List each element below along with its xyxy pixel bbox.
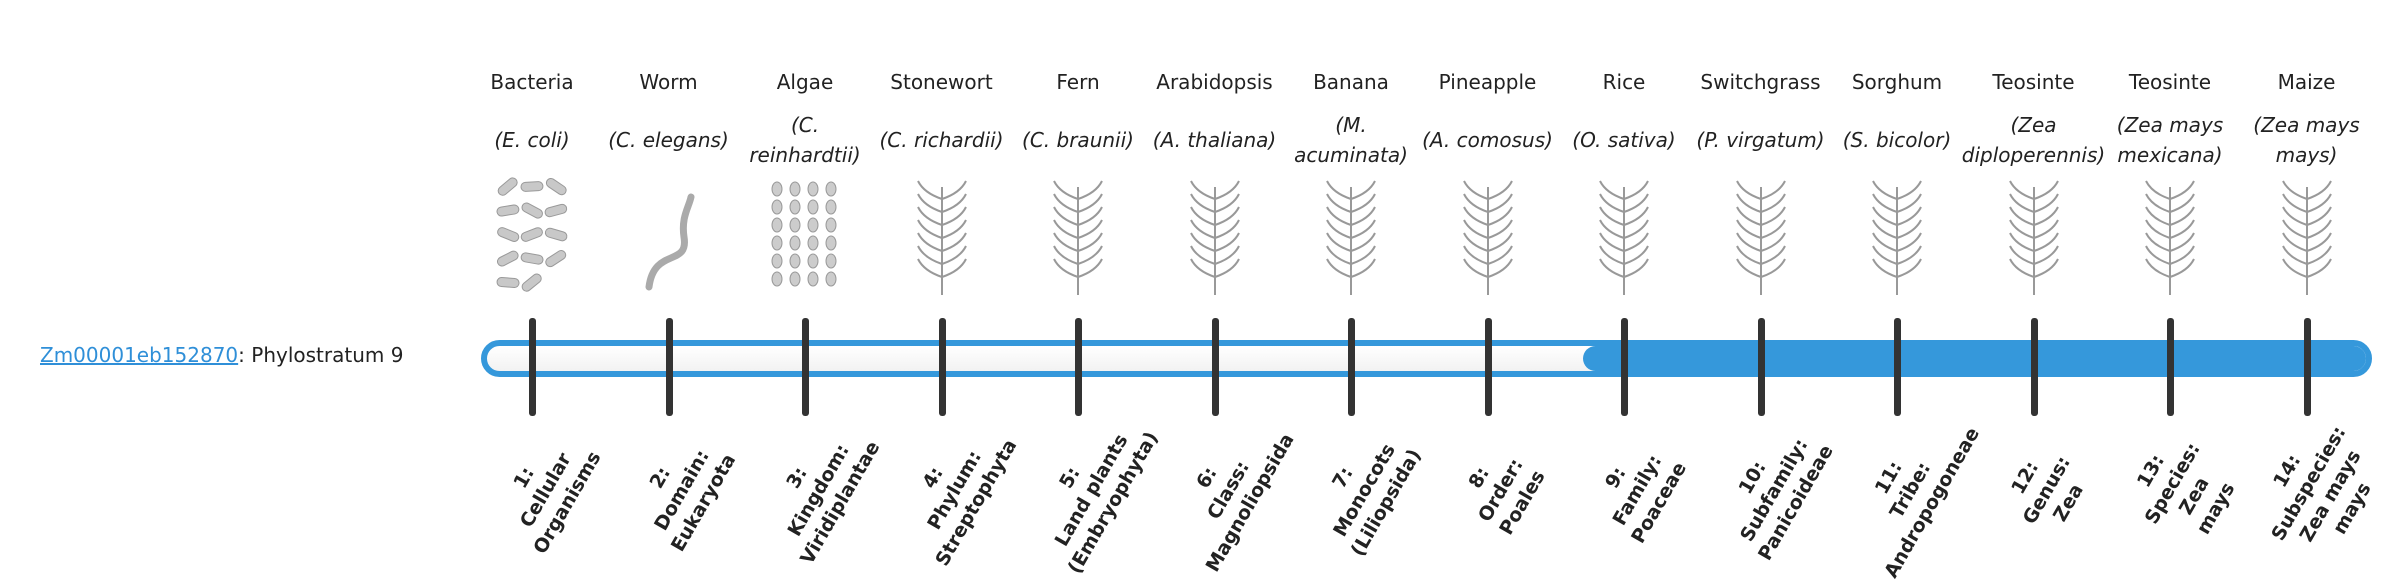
phylostratum-label: 14: Subspecies: Zea mays mays bbox=[2236, 430, 2400, 550]
phylostratum-bar bbox=[481, 340, 2372, 377]
organism-species: (S. bicolor) bbox=[1829, 108, 1965, 172]
arabidopsis-icon bbox=[1175, 177, 1255, 297]
sorghum-icon bbox=[1857, 177, 1937, 297]
maize-icon bbox=[2267, 177, 2347, 297]
organism-species: (C. braunii) bbox=[1010, 108, 1146, 172]
organism-common-name: Stonewort bbox=[864, 68, 1020, 96]
organism-common-name: Sorghum bbox=[1819, 68, 1975, 96]
teosinte-icon bbox=[2130, 177, 2210, 297]
organism-species: (A. thaliana) bbox=[1147, 108, 1283, 172]
organism-common-name: Arabidopsis bbox=[1137, 68, 1293, 96]
organism-species: (A. comosus) bbox=[1420, 108, 1556, 172]
organism-common-name: Algae bbox=[727, 68, 883, 96]
species-name: (M. acuminata) bbox=[1283, 110, 1419, 170]
species-name: (A. thaliana) bbox=[1153, 125, 1276, 155]
phylostratum-tick bbox=[1621, 318, 1628, 416]
phylostratum-label-text: 4: Phylum: Streptophyta bbox=[887, 410, 1023, 571]
rice-icon bbox=[1584, 177, 1664, 297]
species-name: (Zea mays mexicana) bbox=[2102, 110, 2238, 170]
organism-common-name: Fern bbox=[1000, 68, 1156, 96]
phylostratum-label-text: 14: Subspecies: Zea mays mays bbox=[2245, 409, 2396, 570]
phylostratum-label-text: 9: Family: Poaceae bbox=[1583, 432, 1693, 547]
phylostratum-tick bbox=[1758, 318, 1765, 416]
banana-icon bbox=[1311, 177, 1391, 297]
species-name: (C. elegans) bbox=[608, 125, 729, 155]
phylostratum-label-text: 12: Genus: Zea bbox=[1996, 439, 2098, 541]
stonewort-icon bbox=[902, 177, 982, 297]
gene-link[interactable]: Zm00001eb152870 bbox=[40, 343, 238, 367]
phylostratum-text: : Phylostratum 9 bbox=[238, 343, 403, 367]
species-name: (O. sativa) bbox=[1572, 125, 1675, 155]
species-name: (E. coli) bbox=[494, 125, 569, 155]
phylostratum-tick bbox=[2304, 318, 2311, 416]
organism-species: (C. reinhardtii) bbox=[737, 108, 873, 172]
phylostratum-label-text: 13: Species: Zea mays bbox=[2118, 426, 2249, 554]
phylostratum-label-text: 6: Class: Magnoliopsida bbox=[1157, 404, 1300, 576]
bacteria-icon bbox=[492, 177, 572, 297]
phylostratum-tick bbox=[1894, 318, 1901, 416]
phylostratum-label-text: 7: Monocots (Liliopsida) bbox=[1303, 419, 1428, 560]
pineapple-icon bbox=[1448, 177, 1528, 297]
species-name: (Zea diploperennis) bbox=[1962, 110, 2105, 170]
organism-species: (P. virgatum) bbox=[1693, 108, 1829, 172]
organism-species: (C. elegans) bbox=[601, 108, 737, 172]
phylostratum-tick bbox=[1075, 318, 1082, 416]
phylostratum-tick bbox=[529, 318, 536, 416]
phylostratum-label-text: 2: Domain: Eukaryota bbox=[623, 424, 742, 556]
phylostratum-tick bbox=[1485, 318, 1492, 416]
organism-species: (Zea mays mays) bbox=[2239, 108, 2375, 172]
organism-species: (Zea diploperennis) bbox=[1966, 108, 2102, 172]
organism-common-name: Rice bbox=[1546, 68, 1702, 96]
species-name: (C. reinhardtii) bbox=[737, 110, 873, 170]
phylostratum-tick bbox=[1212, 318, 1219, 416]
phylostratum-tick bbox=[939, 318, 946, 416]
phylostratum-tick bbox=[2031, 318, 2038, 416]
organism-common-name: Switchgrass bbox=[1683, 68, 1839, 96]
phylostratum-fill bbox=[1583, 346, 2366, 371]
organism-common-name: Maize bbox=[2229, 68, 2385, 96]
species-name: (P. virgatum) bbox=[1696, 125, 1824, 155]
organism-common-name: Banana bbox=[1273, 68, 1429, 96]
phylostratum-tick bbox=[2167, 318, 2174, 416]
phylostratum-label-text: 3: Kingdom: Viridiplantae bbox=[752, 411, 886, 568]
worm-icon bbox=[629, 177, 709, 297]
organism-species: (Zea mays mexicana) bbox=[2102, 108, 2238, 172]
phylostratum-label-text: 8: Order: Poales bbox=[1451, 441, 1551, 540]
phylostratum-tick bbox=[802, 318, 809, 416]
switchgrass-icon bbox=[1721, 177, 1801, 297]
phylostratum-label-text: 10: Subfamily: Panicoideae bbox=[1710, 415, 1840, 564]
organism-species: (O. sativa) bbox=[1556, 108, 1692, 172]
algae-icon bbox=[765, 177, 845, 297]
fern-icon bbox=[1038, 177, 1118, 297]
organism-species: (M. acuminata) bbox=[1283, 108, 1419, 172]
species-name: (C. richardii) bbox=[879, 125, 1003, 155]
organism-common-name: Teosinte bbox=[2092, 68, 2248, 96]
species-name: (S. bicolor) bbox=[1843, 125, 1952, 155]
organism-common-name: Teosinte bbox=[1956, 68, 2112, 96]
teosinte-icon bbox=[1994, 177, 2074, 297]
species-name: (A. comosus) bbox=[1422, 125, 1553, 155]
species-name: (Zea mays mays) bbox=[2239, 110, 2375, 170]
organism-common-name: Pineapple bbox=[1410, 68, 1566, 96]
species-name: (C. braunii) bbox=[1022, 125, 1134, 155]
phylostratum-tick bbox=[666, 318, 673, 416]
organism-species: (E. coli) bbox=[464, 108, 600, 172]
phylostratum-label-text: 1: Cellular Organisms bbox=[485, 422, 607, 559]
organism-common-name: Worm bbox=[591, 68, 747, 96]
gene-label: Zm00001eb152870: Phylostratum 9 bbox=[40, 340, 403, 370]
phylostratum-tick bbox=[1348, 318, 1355, 416]
organism-species: (C. richardii) bbox=[874, 108, 1010, 172]
organism-common-name: Bacteria bbox=[454, 68, 610, 96]
